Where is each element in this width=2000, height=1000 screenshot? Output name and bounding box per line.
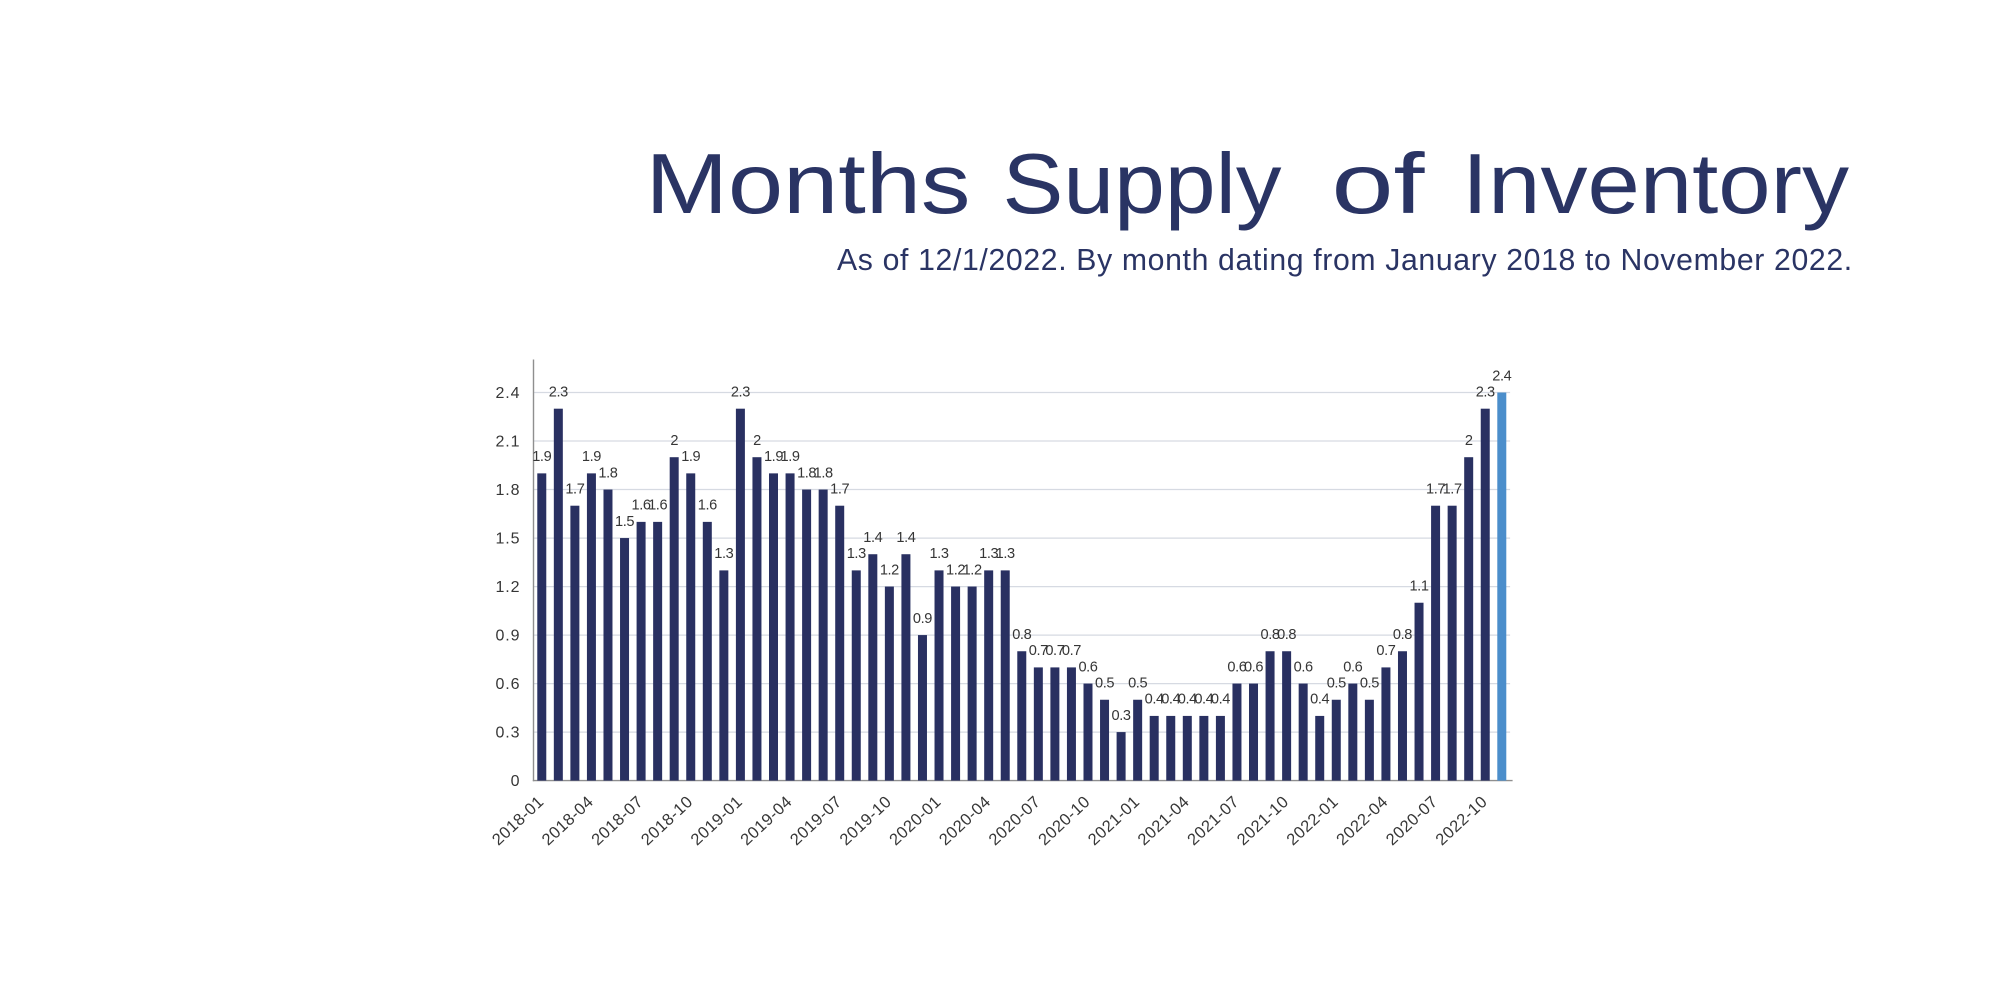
- svg-text:2.3: 2.3: [549, 384, 568, 400]
- svg-text:1.9: 1.9: [532, 449, 551, 465]
- svg-text:1.7: 1.7: [830, 482, 849, 498]
- svg-text:2.3: 2.3: [731, 384, 750, 400]
- svg-text:0.7: 0.7: [1045, 643, 1064, 659]
- svg-text:As of 12/1/2022. By month dati: As of 12/1/2022. By month dating from Ja…: [837, 244, 1853, 277]
- svg-text:1.2: 1.2: [946, 562, 965, 578]
- svg-text:1.7: 1.7: [565, 482, 584, 498]
- svg-text:1.6: 1.6: [632, 498, 651, 514]
- svg-text:Months: Months: [646, 137, 971, 232]
- svg-text:0.6: 0.6: [1343, 659, 1362, 675]
- svg-text:1.2: 1.2: [880, 562, 899, 578]
- svg-text:1.9: 1.9: [582, 449, 601, 465]
- svg-text:1.8: 1.8: [495, 482, 520, 499]
- svg-text:1.4: 1.4: [863, 530, 882, 546]
- svg-text:2: 2: [753, 433, 761, 449]
- svg-text:2: 2: [1465, 433, 1473, 449]
- svg-text:0.8: 0.8: [1261, 627, 1280, 643]
- svg-text:1.1: 1.1: [1409, 579, 1428, 595]
- svg-text:Inventory: Inventory: [1462, 137, 1850, 232]
- svg-text:2.4: 2.4: [495, 385, 520, 402]
- svg-text:0.4: 0.4: [1310, 692, 1329, 708]
- svg-text:1.7: 1.7: [1426, 482, 1445, 498]
- svg-text:0.7: 0.7: [1062, 643, 1081, 659]
- svg-text:0.8: 0.8: [1393, 627, 1412, 643]
- svg-text:0.4: 0.4: [1211, 692, 1230, 708]
- svg-text:0.3: 0.3: [1112, 708, 1131, 724]
- svg-text:1.7: 1.7: [1443, 482, 1462, 498]
- svg-text:0: 0: [511, 773, 521, 790]
- svg-text:1.9: 1.9: [681, 449, 700, 465]
- svg-text:0.7: 0.7: [1376, 643, 1395, 659]
- svg-text:1.4: 1.4: [896, 530, 915, 546]
- svg-text:1.2: 1.2: [963, 562, 982, 578]
- svg-text:Supply: Supply: [1003, 137, 1283, 232]
- svg-text:1.6: 1.6: [698, 498, 717, 514]
- svg-text:of: of: [1332, 137, 1426, 232]
- svg-text:0.4: 0.4: [1178, 692, 1197, 708]
- svg-text:0.9: 0.9: [495, 628, 520, 645]
- svg-text:1.3: 1.3: [929, 546, 948, 562]
- svg-text:0.5: 0.5: [1327, 676, 1346, 692]
- svg-text:1.3: 1.3: [714, 546, 733, 562]
- svg-text:2.4: 2.4: [1492, 368, 1511, 384]
- svg-text:0.5: 0.5: [1128, 676, 1147, 692]
- svg-text:1.5: 1.5: [495, 531, 520, 548]
- svg-text:1.9: 1.9: [764, 449, 783, 465]
- svg-text:0.4: 0.4: [1194, 692, 1213, 708]
- svg-text:0.9: 0.9: [913, 611, 932, 627]
- svg-text:1.3: 1.3: [979, 546, 998, 562]
- svg-text:0.4: 0.4: [1161, 692, 1180, 708]
- svg-text:0.6: 0.6: [1078, 659, 1097, 675]
- svg-text:0.5: 0.5: [1360, 676, 1379, 692]
- svg-text:1.5: 1.5: [615, 514, 634, 530]
- svg-text:1.3: 1.3: [847, 546, 866, 562]
- svg-text:0.4: 0.4: [1145, 692, 1164, 708]
- svg-text:0.5: 0.5: [1095, 676, 1114, 692]
- svg-text:1.2: 1.2: [495, 579, 520, 596]
- svg-text:2.3: 2.3: [1476, 384, 1495, 400]
- svg-text:1.8: 1.8: [598, 465, 617, 481]
- svg-text:0.6: 0.6: [495, 676, 520, 693]
- svg-text:0.6: 0.6: [1294, 659, 1313, 675]
- svg-text:0.6: 0.6: [1227, 659, 1246, 675]
- svg-text:0.8: 0.8: [1012, 627, 1031, 643]
- svg-text:1.8: 1.8: [797, 465, 816, 481]
- svg-text:2: 2: [670, 433, 678, 449]
- svg-text:1.8: 1.8: [814, 465, 833, 481]
- svg-text:1.6: 1.6: [648, 498, 667, 514]
- svg-text:0.8: 0.8: [1277, 627, 1296, 643]
- svg-text:2.1: 2.1: [495, 433, 520, 450]
- svg-text:0.6: 0.6: [1244, 659, 1263, 675]
- svg-text:1.3: 1.3: [996, 546, 1015, 562]
- svg-text:0.3: 0.3: [495, 725, 520, 742]
- svg-text:0.7: 0.7: [1029, 643, 1048, 659]
- svg-text:1.9: 1.9: [781, 449, 800, 465]
